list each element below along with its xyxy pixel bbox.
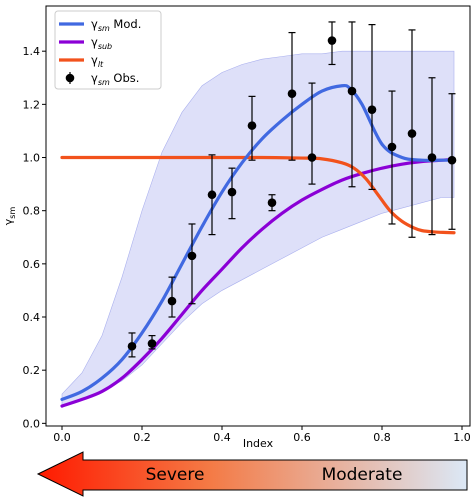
severe-label: Severe	[146, 465, 205, 485]
observation-point	[147, 335, 157, 350]
y-tick-label: 1.2	[23, 98, 41, 111]
x-tick-label: 1.0	[453, 431, 471, 444]
observation-marker	[407, 129, 417, 138]
series-line-lt	[60, 155, 456, 235]
y-axis: 0.0 0.2 0.4 0.6 0.8 1.0 1.2 1.4	[23, 45, 46, 430]
legend-entry: γsub	[59, 35, 112, 51]
observation-point	[327, 21, 337, 66]
observation-point	[447, 93, 457, 230]
observation-marker	[167, 296, 177, 306]
observation-marker	[447, 155, 457, 165]
y-tick-label: 0.8	[23, 205, 41, 218]
observation-marker	[427, 153, 437, 162]
observation-marker	[267, 198, 277, 208]
y-tick-label: 0.0	[23, 417, 41, 430]
legend-label: γlt	[91, 53, 104, 69]
legend-box	[54, 10, 162, 90]
observation-marker	[307, 153, 317, 162]
x-axis: 0.0 0.2 0.4 0.6 0.8 1.0	[53, 426, 471, 444]
legend-entry: γlt	[59, 53, 104, 69]
y-tick-label: 1.0	[23, 152, 41, 165]
y-tick-label: 1.4	[23, 45, 41, 58]
legend-entry: γsm Obs.	[65, 71, 139, 87]
x-tick-label: 0.8	[373, 431, 391, 444]
plot-area	[60, 21, 457, 408]
observation-point	[187, 223, 197, 305]
observation-marker	[187, 251, 197, 261]
observation-point	[267, 194, 277, 212]
observation-point	[347, 21, 357, 188]
legend-entry: γsm Mod.	[59, 17, 141, 33]
moderate-label: Moderate	[322, 465, 403, 485]
observation-point	[307, 82, 317, 185]
observation-marker	[227, 187, 237, 197]
x-tick-label: 0.2	[133, 431, 151, 444]
x-tick-label: 0.0	[53, 431, 71, 444]
legend-label: γsub	[91, 35, 112, 51]
observation-marker	[287, 89, 297, 99]
legend-marker	[65, 73, 75, 83]
x-tick-label: 0.4	[213, 431, 231, 444]
x-axis-label: Index	[243, 437, 274, 450]
observation-marker	[387, 142, 397, 152]
observation-point	[407, 29, 417, 238]
observation-marker	[347, 86, 357, 96]
observation-point	[167, 276, 177, 318]
plot-frame	[45, 5, 471, 427]
observation-point	[247, 95, 257, 161]
y-tick-label: 0.4	[23, 311, 41, 324]
y-tick-label: 0.6	[23, 258, 41, 271]
observation-point	[367, 24, 377, 191]
observation-point	[387, 90, 397, 225]
series-line-sub	[60, 157, 456, 408]
severity-arrow: Severe Moderate	[36, 451, 468, 497]
observation-marker	[367, 105, 377, 114]
uncertainty-band	[61, 50, 455, 406]
observation-marker	[147, 339, 157, 348]
observation-marker	[247, 121, 257, 130]
observation-marker	[327, 36, 337, 45]
observation-point	[127, 332, 137, 358]
legend-label: γsm Obs.	[91, 71, 139, 87]
legend-label: γsm Mod.	[91, 17, 141, 33]
legend: γsm Mod. γsub γlt γsm Obs.	[54, 10, 162, 90]
x-tick-label: 0.6	[293, 431, 311, 444]
y-tick-label: 0.2	[23, 364, 41, 377]
observation-marker	[207, 190, 217, 200]
observation-point	[287, 31, 297, 161]
observation-marker	[127, 341, 137, 351]
observation-point	[207, 154, 217, 236]
observation-point	[227, 167, 237, 220]
y-axis-label: γsm	[2, 207, 17, 226]
severity-arrow-shape	[36, 451, 468, 497]
observation-point	[427, 77, 437, 236]
